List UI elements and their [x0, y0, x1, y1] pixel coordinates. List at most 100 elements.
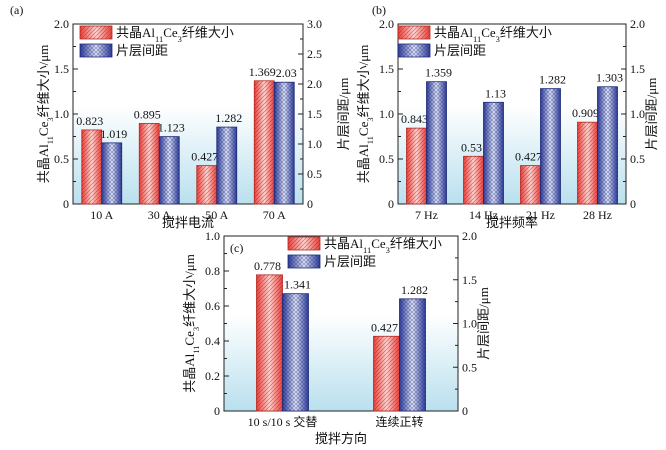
y-left-tick-label: 1.0: [54, 107, 69, 121]
y-left-tick-label: 0.5: [379, 152, 394, 166]
legend-label-fiber-size: 共晶Al11Ce3纤维大小: [324, 236, 442, 255]
y-right-tick-label: 0: [307, 197, 313, 211]
y-left-tick-label: 1.0: [205, 229, 220, 243]
x-tick-label: 7 Hz: [415, 208, 438, 222]
y-left-tick-label: 1.5: [54, 62, 69, 76]
data-label-fiber-size: 0.427: [515, 150, 542, 164]
bar-fiber-size-hatch: [81, 129, 102, 204]
y-right-tick-label: 0.5: [630, 152, 645, 166]
bar-fiber-size-hatch: [577, 122, 598, 204]
data-label-lamellar-spacing: 1.282: [401, 283, 428, 297]
y-left-tick-label: 0: [63, 197, 69, 211]
data-label-fiber-size: 0.53: [461, 140, 482, 154]
legend-label-fiber-size: 共晶Al11Ce3纤维大小: [434, 25, 552, 44]
x-tick-label: 30 A: [148, 208, 171, 222]
bar-fiber-size-hatch: [254, 80, 275, 204]
data-label-lamellar-spacing: 1.13: [485, 86, 506, 100]
bar-fiber-size-hatch: [463, 156, 484, 204]
bar-fiber-size-hatch: [406, 128, 427, 204]
y-right-tick-label: 1.0: [462, 317, 477, 331]
x-tick-label: 50 A: [205, 208, 228, 222]
x-tick-label: 14 Hz: [469, 208, 498, 222]
bar-lamellar-spacing-hatch: [282, 293, 309, 411]
data-label-lamellar-spacing: 1.123: [158, 121, 185, 135]
y-left-tick-label: 0.5: [54, 152, 69, 166]
y-right-tick-label: 0.5: [307, 167, 322, 181]
bar-lamellar-spacing-hatch: [597, 86, 618, 204]
y-left-tick-label: 0.8: [205, 264, 220, 278]
bar-lamellar-spacing-hatch: [159, 136, 180, 204]
legend-swatch-fiber-size-hatch: [288, 237, 320, 250]
y-left-tick-label: 1.0: [379, 107, 394, 121]
legend-swatch-lamellar-spacing-hatch: [80, 44, 112, 57]
y-right-tick-label: 3.0: [307, 17, 322, 31]
data-label-fiber-size: 0.823: [76, 114, 103, 128]
y-left-tick-label: 0: [214, 404, 220, 418]
y-right-tick-label: 1.5: [307, 107, 322, 121]
y-left-tick-label: 0.6: [205, 299, 220, 313]
y-right-axis-label: 片层间距/μm: [644, 78, 659, 151]
y-right-tick-label: 1.0: [630, 107, 645, 121]
y-right-tick-label: 1.5: [630, 62, 645, 76]
x-tick-label: 28 Hz: [583, 208, 612, 222]
data-label-lamellar-spacing: 1.282: [539, 73, 566, 87]
legend-swatch-fiber-size-hatch: [80, 26, 112, 39]
bar-lamellar-spacing-hatch: [274, 82, 295, 204]
y-left-axis-label: 共晶Al11Ce3纤维大小/μm: [182, 254, 201, 393]
y-right-tick-label: 0.5: [462, 360, 477, 374]
bar-lamellar-spacing-hatch: [216, 127, 237, 204]
bar-lamellar-spacing-hatch: [483, 102, 504, 204]
data-label-fiber-size: 1.369: [249, 65, 276, 79]
panel-b: (b) 0 0.5 1.0 1.5 2.0 0 0.5 1.0 1.5 2.0 0.843 1.359 7…: [356, 3, 659, 230]
panel-label: (a): [10, 3, 23, 17]
data-label-fiber-size: 0.427: [371, 320, 398, 334]
data-label-fiber-size: 0.843: [401, 112, 428, 126]
y-right-axis-label: 片层间距/μm: [476, 287, 491, 360]
bar-lamellar-spacing-hatch: [426, 81, 447, 204]
bar-fiber-size-hatch: [373, 336, 400, 411]
x-axis-label: 搅拌电流: [162, 215, 214, 230]
y-left-tick-label: 1.5: [379, 62, 394, 76]
y-left-tick-label: 0.2: [205, 369, 220, 383]
bar-fiber-size-hatch: [139, 123, 160, 204]
legend-label-fiber-size: 共晶Al11Ce3纤维大小: [116, 25, 234, 44]
legend-swatch-lamellar-spacing-hatch: [398, 44, 430, 57]
panel-label: (c): [230, 241, 243, 255]
legend-label-lamellar-spacing: 片层间距: [116, 43, 168, 58]
y-right-tick-label: 0: [462, 404, 468, 418]
y-right-tick-label: 2.0: [630, 17, 645, 31]
y-left-axis-label: 共晶Al11Ce3纤维大小/μm: [36, 45, 55, 184]
panel-c: (c) 0 0.2 0.4 0.6 0.8 1.0 0 0.5 1.0 1.5 2.0 0.7781.3…: [182, 229, 491, 446]
data-label-lamellar-spacing: 1.341: [284, 278, 311, 292]
legend-label-lamellar-spacing: 片层间距: [434, 43, 486, 58]
y-left-tick-label: 0: [388, 197, 394, 211]
x-tick-label: 70 A: [263, 208, 286, 222]
bar-lamellar-spacing-hatch: [540, 88, 561, 204]
data-label-lamellar-spacing: 1.359: [425, 66, 452, 80]
bar-fiber-size-hatch: [520, 165, 541, 204]
data-label-fiber-size: 0.427: [191, 150, 218, 164]
panel-a: (a) 0 0.5 1.0 1.5 2.0 0 0.5 1.0 1.5 2.0 2.5 3.0 0.823…: [10, 3, 351, 230]
legend-label-lamellar-spacing: 片层间距: [324, 254, 376, 269]
x-axis-label: 搅拌频率: [486, 215, 538, 230]
y-right-tick-label: 2.0: [462, 229, 477, 243]
y-right-tick-label: 0: [630, 197, 636, 211]
legend-swatch-lamellar-spacing-hatch: [288, 255, 320, 268]
bar-fiber-size-hatch: [196, 165, 217, 204]
bar-fiber-size-hatch: [256, 274, 283, 411]
y-left-tick-label: 2.0: [54, 17, 69, 31]
data-label-fiber-size: 0.778: [254, 259, 281, 273]
bar-lamellar-spacing-hatch: [101, 142, 122, 204]
y-right-tick-label: 2.0: [307, 77, 322, 91]
y-left-tick-label: 2.0: [379, 17, 394, 31]
x-tick-label: 21 Hz: [526, 208, 555, 222]
data-label-lamellar-spacing: 1.019: [100, 127, 127, 141]
panel-label: (b): [372, 3, 386, 17]
x-tick-label: 连续正转: [375, 414, 423, 429]
y-right-tick-label: 1.5: [462, 273, 477, 287]
data-label-lamellar-spacing: 1.282: [215, 111, 242, 125]
